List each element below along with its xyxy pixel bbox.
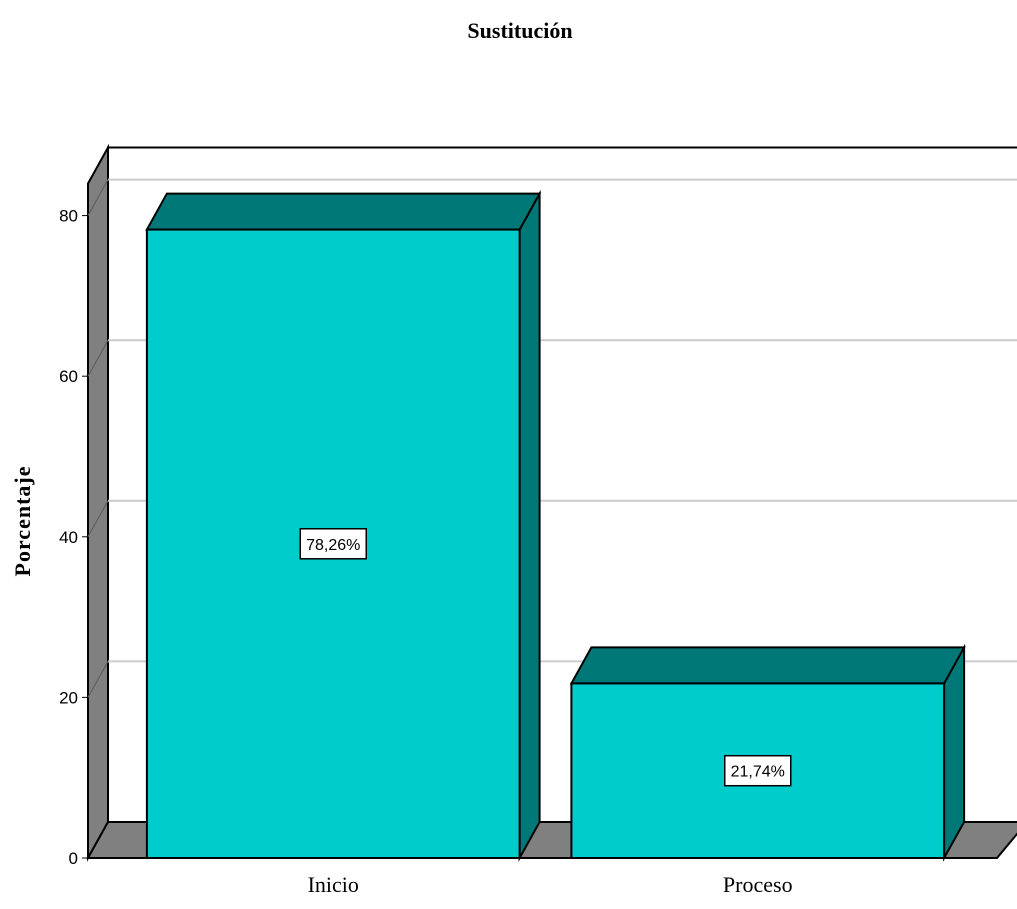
bar-top bbox=[569, 646, 966, 685]
data-label-box bbox=[724, 754, 792, 787]
data-label-text: 21,74% bbox=[731, 764, 785, 781]
bar-side bbox=[518, 189, 541, 862]
y-tick-label: 60 bbox=[59, 367, 78, 386]
y-tick-label: 40 bbox=[59, 528, 78, 547]
y-tick-label: 20 bbox=[59, 688, 78, 707]
gridline-side bbox=[87, 500, 109, 538]
gridline-side bbox=[87, 339, 109, 377]
bar-inicio bbox=[145, 189, 542, 862]
y-tick-label: 80 bbox=[59, 207, 78, 226]
gridline-side bbox=[87, 661, 109, 698]
x-tick-labels: Inicio Proceso bbox=[308, 872, 793, 897]
data-label-text: 78,26% bbox=[306, 537, 360, 554]
data-labels: 78,26% 21,74% bbox=[299, 528, 792, 787]
x-tick-label: Inicio bbox=[308, 872, 359, 897]
chart-title: Sustitución bbox=[467, 18, 572, 43]
y-tick-label: 0 bbox=[69, 849, 78, 868]
bars bbox=[145, 189, 966, 862]
y-ticks: 0 20 40 60 80 bbox=[59, 207, 88, 868]
x-tick-label: Proceso bbox=[723, 872, 793, 897]
left-wall bbox=[87, 143, 109, 862]
data-label: 78,26% bbox=[299, 528, 367, 560]
y-axis-label: Porcentaje bbox=[10, 466, 35, 577]
bar-front bbox=[145, 228, 521, 859]
gridline-side bbox=[87, 179, 109, 216]
data-label-box bbox=[299, 528, 367, 560]
data-label: 21,74% bbox=[724, 754, 792, 787]
bar-proceso bbox=[569, 643, 966, 862]
bar-top bbox=[145, 192, 542, 231]
